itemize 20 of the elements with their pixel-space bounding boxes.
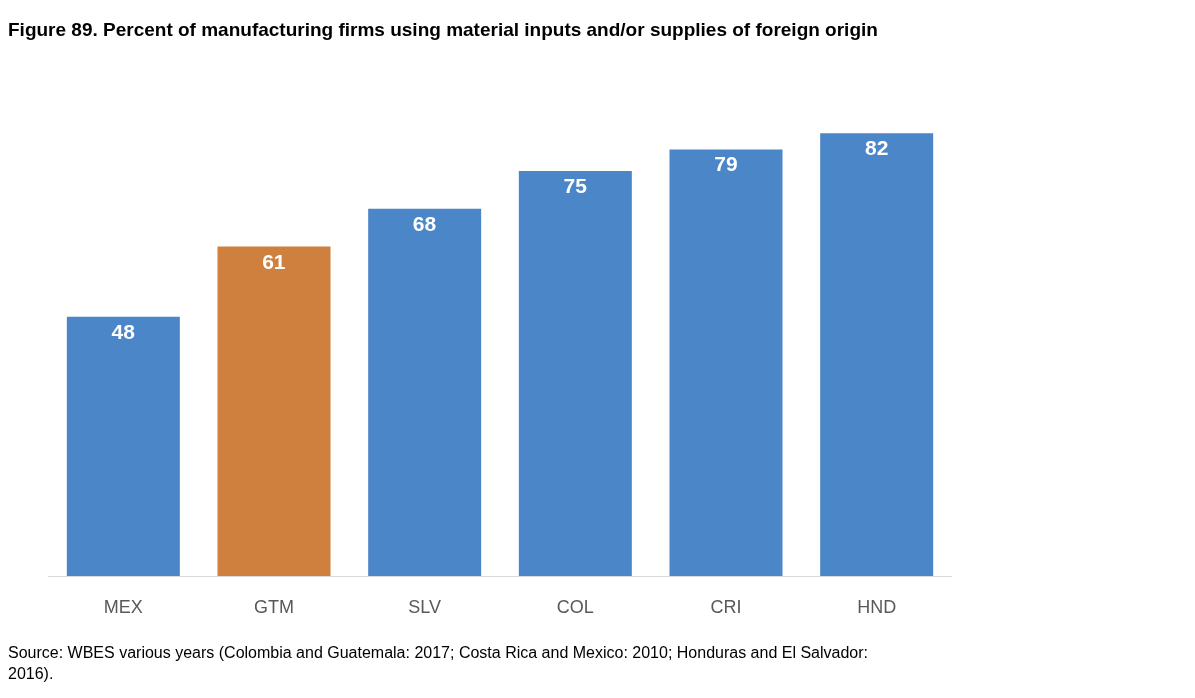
bar (66, 316, 180, 576)
data-label: 82 (864, 136, 889, 160)
bar (669, 149, 783, 576)
source-note: Source: WBES various years (Colombia and Guatemala: 2017; Costa Rica and Mexico: 2010; Honduras and El Salvador: 2016). (8, 644, 868, 682)
data-label: 68 (412, 211, 437, 235)
bar (217, 246, 331, 576)
bar (368, 208, 482, 576)
x-tick-label: SLV (408, 596, 442, 617)
x-tick-label: MEX (103, 596, 143, 617)
data-label: 79 (714, 152, 738, 176)
data-label: 48 (111, 319, 136, 343)
x-tick-label: GTM (254, 596, 294, 617)
bar (518, 171, 632, 576)
data-label: 61 (262, 249, 286, 273)
bar (820, 133, 934, 576)
x-tick-label: HND (857, 596, 897, 617)
data-label: 75 (563, 174, 588, 198)
x-tick-label: COL (556, 596, 594, 617)
chart-title: Figure 89. Percent of manufacturing firms using material inputs and/or supplies of foreign origin (8, 19, 878, 41)
x-tick-label: CRI (710, 596, 742, 617)
